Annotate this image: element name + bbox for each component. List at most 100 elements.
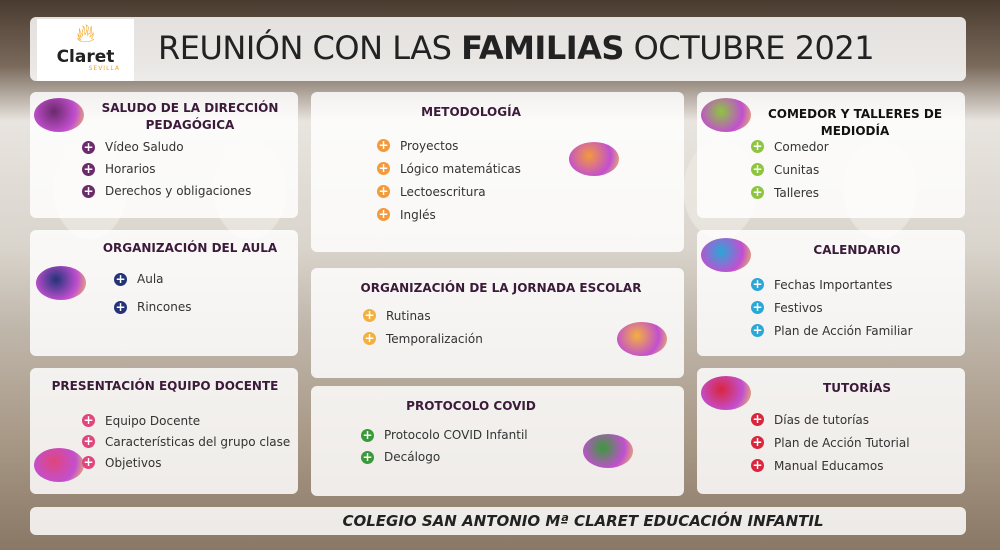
menu-item[interactable]: + Lectoescritura <box>377 180 521 203</box>
section-title: PRESENTACIÓN EQUIPO DOCENTE <box>51 379 279 393</box>
menu-item[interactable]: + Plan de Acción Tutorial <box>751 431 910 454</box>
plus-icon: + <box>82 413 95 427</box>
menu-item[interactable]: + Equipo Docente <box>82 410 290 431</box>
menu-item-label: Equipo Docente <box>105 413 201 428</box>
plus-icon: + <box>751 435 764 449</box>
plus-icon: + <box>751 300 764 314</box>
menu-item[interactable]: + Temporalización <box>363 327 483 350</box>
section-aula: ORGANIZACIÓN DEL AULA + Aula + Rincones <box>30 230 298 356</box>
section-saludo: SALUDO DE LA DIRECCIÓN PEDAGÓGICA + Vídeo … <box>30 92 298 218</box>
menu-item-label: Decálogo <box>384 450 441 464</box>
illustration-icon <box>617 322 667 356</box>
menu-item-label: Plan de Acción Familiar <box>774 323 913 338</box>
plus-icon: + <box>751 162 764 176</box>
section-title: METODOLOGÍA <box>421 105 521 119</box>
plus-icon: + <box>377 138 390 152</box>
flame-icon: 🔥︎ <box>75 19 96 49</box>
menu-item-label: Características del grupo clase <box>105 434 291 449</box>
plus-icon: + <box>361 449 374 464</box>
plus-icon: + <box>114 299 127 314</box>
menu-item-label: Horarios <box>105 162 156 176</box>
menu-item[interactable]: + Cunitas <box>751 158 829 181</box>
menu-item[interactable]: + Manual Educamos <box>751 454 910 477</box>
section-title: COMEDOR Y TALLERES DE MEDIODÍA <box>767 107 943 138</box>
section-jornada: ORGANIZACIÓN DE LA JORNADA ESCOLAR + Rutin… <box>311 268 684 378</box>
menu-item[interactable]: + Proyectos <box>377 134 521 157</box>
illustration-icon <box>34 448 84 482</box>
section-comedor: COMEDOR Y TALLERES DE MEDIODÍA + Comedor + C… <box>697 92 965 218</box>
menu-item-label: Días de tutorías <box>774 412 870 427</box>
menu-item[interactable]: + Plan de Acción Familiar <box>751 319 913 342</box>
plus-icon: + <box>363 308 376 322</box>
illustration-icon <box>583 434 633 468</box>
menu-item-label: Fechas Importantes <box>774 277 893 292</box>
menu-item[interactable]: + Protocolo COVID Infantil <box>361 424 528 446</box>
plus-icon: + <box>82 161 95 176</box>
header-bar: 🔥︎ Claret SEVILLA REUNIÓN CON LAS FAMILI… <box>30 17 966 81</box>
menu-item-label: Plan de Acción Tutorial <box>774 435 910 450</box>
plus-icon: + <box>363 331 376 345</box>
section-metodologia: METODOLOGÍA + Proyectos + Lógico matemáticas… <box>311 92 684 252</box>
menu-item[interactable]: + Características del grupo clase <box>82 431 290 452</box>
plus-icon: + <box>377 184 390 198</box>
plus-icon: + <box>82 434 95 448</box>
plus-icon: + <box>82 183 95 198</box>
section-title: SALUDO DE LA DIRECCIÓN PEDAGÓGICA <box>101 101 279 132</box>
page-title: REUNIÓN CON LAS FAMILIAS OCTUBRE 2021 <box>158 29 875 67</box>
menu-item[interactable]: + Comedor <box>751 135 829 158</box>
plus-icon: + <box>751 458 764 472</box>
menu-item-label: Rutinas <box>386 308 431 323</box>
menu-item[interactable]: + Días de tutorías <box>751 408 910 431</box>
footer-text: COLEGIO SAN ANTONIO Mª CLARET EDUCACIÓN … <box>342 512 824 530</box>
menu-item-label: Festivos <box>774 300 823 315</box>
menu-item[interactable]: + Rincones <box>114 293 191 321</box>
menu-item[interactable]: + Objetivos <box>82 452 290 473</box>
plus-icon: + <box>114 271 127 286</box>
menu-item[interactable]: + Horarios <box>82 158 251 180</box>
menu-item-label: Comedor <box>774 139 829 154</box>
menu-item-label: Proyectos <box>400 138 459 153</box>
illustration-icon <box>34 98 84 132</box>
menu-item[interactable]: + Fechas Importantes <box>751 273 913 296</box>
plus-icon: + <box>377 207 390 221</box>
plus-icon: + <box>751 185 764 199</box>
plus-icon: + <box>751 277 764 291</box>
menu-item[interactable]: + Aula <box>114 265 191 293</box>
logo-subtext: SEVILLA <box>88 65 120 72</box>
section-title: CALENDARIO <box>813 243 901 257</box>
menu-item[interactable]: + Rutinas <box>363 304 483 327</box>
illustration-icon <box>701 238 751 272</box>
menu-item[interactable]: + Talleres <box>751 181 829 204</box>
menu-item[interactable]: + Vídeo Saludo <box>82 136 251 158</box>
claret-logo: 🔥︎ Claret SEVILLA <box>37 19 134 81</box>
section-covid: PROTOCOLO COVID + Protocolo COVID Infantil… <box>311 386 684 496</box>
section-equipo: PRESENTACIÓN EQUIPO DOCENTE + Equipo Docen… <box>30 368 298 494</box>
menu-item-label: Objetivos <box>105 455 162 470</box>
illustration-icon <box>701 98 751 132</box>
section-calendario: CALENDARIO + Fechas Importantes + Festivos +… <box>697 230 965 356</box>
menu-item[interactable]: + Lógico matemáticas <box>377 157 521 180</box>
menu-item[interactable]: + Inglés <box>377 203 521 226</box>
plus-icon: + <box>82 455 95 469</box>
menu-item[interactable]: + Decálogo <box>361 446 528 468</box>
menu-item-label: Inglés <box>400 207 436 222</box>
plus-icon: + <box>82 139 95 154</box>
menu-item[interactable]: + Festivos <box>751 296 913 319</box>
illustration-icon <box>701 376 751 410</box>
menu-item[interactable]: + Derechos y obligaciones <box>82 180 251 202</box>
illustration-icon <box>569 142 619 176</box>
section-title: TUTORÍAS <box>823 381 891 395</box>
menu-item-label: Lectoescritura <box>400 184 486 199</box>
menu-item-label: Manual Educamos <box>774 458 884 473</box>
section-title: ORGANIZACIÓN DEL AULA <box>102 241 278 255</box>
menu-item-label: Derechos y obligaciones <box>105 184 252 198</box>
menu-item-label: Temporalización <box>386 331 483 346</box>
section-title: ORGANIZACIÓN DE LA JORNADA ESCOLAR <box>360 281 642 295</box>
section-title: PROTOCOLO COVID <box>406 399 536 413</box>
plus-icon: + <box>751 412 764 426</box>
plus-icon: + <box>377 161 390 175</box>
footer-bar: COLEGIO SAN ANTONIO Mª CLARET EDUCACIÓN … <box>30 507 966 535</box>
menu-item-label: Talleres <box>774 185 820 200</box>
menu-item-label: Cunitas <box>774 162 820 177</box>
menu-item-label: Rincones <box>137 300 192 314</box>
